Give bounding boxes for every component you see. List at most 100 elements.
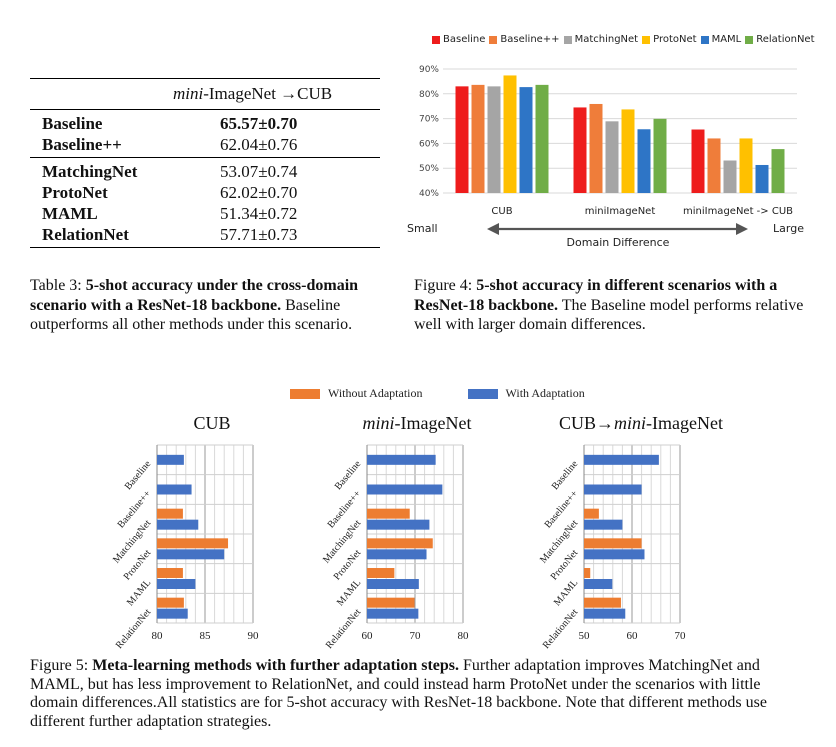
arrow-right-label: Large [773,222,804,235]
figure-5-caption: Figure 5: Meta-learning methods with fur… [30,657,767,730]
legend-item: ProtoNet [642,34,697,45]
table-row: ProtoNet 62.02±0.70 [30,182,380,203]
bar [755,164,769,193]
x-tick-label: 50 [579,630,591,642]
category-label: RelationNet [541,607,581,650]
legend-label: RelationNet [756,34,815,45]
bar-with-adaptation [157,608,188,619]
x-tick-label: miniImageNet [585,206,656,217]
bar [503,75,517,193]
table-3-caption: Table 3: 5-shot accuracy under the cross… [30,277,359,333]
legend-swatch [700,35,709,44]
bar-with-adaptation [367,454,436,465]
y-tick-label: 50% [419,164,439,174]
y-tick-label: 80% [419,90,439,100]
legend-item: Baseline++ [489,34,560,45]
panel-title-cub: CUB [193,413,231,433]
figure-5-charts: BaselineBaseline++MatchingNetProtoNetMAM… [111,444,687,650]
table-row: Baseline++ 62.04±0.76 [30,134,380,155]
figure-4-caption: Figure 4: 5-shot accuracy in different s… [414,277,804,333]
panel-1: BaselineBaseline++MatchingNetProtoNetMAM… [111,444,259,650]
bar-with-adaptation [584,454,659,465]
y-tick-label: 40% [419,189,439,199]
bar [771,149,785,193]
table-3: mini-ImageNet →CUB Baseline 65.57±0.70 B… [30,78,380,248]
bar [519,87,533,193]
legend-label: MAML [711,34,742,45]
table-row: RelationNet 57.71±0.73 [30,224,380,245]
accuracy-value: 62.02±0.70 [220,183,298,202]
table-header: mini-ImageNet →CUB [30,79,380,109]
bar [707,138,721,193]
table-header-rule [30,109,380,110]
figure-4-chart: 40% 50% 60% 70% 80% 90% CUB miniImageNet miniIma… [407,65,804,249]
accuracy-value: 57.71±0.73 [220,225,298,244]
arrow-label: Domain Difference [567,236,670,249]
legend-label: Baseline [443,34,486,45]
bar [653,118,667,193]
legend-with-label: With Adaptation [505,386,585,400]
bar-without-adaptation [584,508,599,519]
bar [487,86,501,193]
accuracy-value: 51.34±0.72 [220,204,298,223]
method-name: Baseline++ [42,135,122,154]
legend-label: Baseline++ [500,34,560,45]
bar-without-adaptation [157,568,183,578]
bar [605,121,619,193]
bar [637,129,651,193]
arrow-left-label: Small [407,222,438,235]
panel-title-cub-to-mini: CUB→mini-ImageNet [559,413,723,433]
bar-without-adaptation [367,538,433,549]
bar-with-adaptation [157,579,196,589]
bar [691,129,705,193]
legend-swatch [489,35,498,44]
table-row: MatchingNet 53.07±0.74 [30,161,380,182]
arrow-right-head [736,223,748,235]
category-label: RelationNet [324,607,364,650]
accuracy-value: 62.04±0.76 [220,135,298,154]
legend-label: ProtoNet [653,34,697,45]
bar-with-adaptation [584,484,642,495]
with-adaptation-swatch [467,389,498,400]
bar-with-adaptation [367,484,443,495]
bar-with-adaptation [367,549,427,560]
legend-item: RelationNet [745,34,815,45]
x-tick-label: CUB [491,206,512,217]
bar-with-adaptation [367,579,419,589]
legend-label: MatchingNet [574,34,639,45]
legend-item: MatchingNet [563,34,639,45]
category-label: RelationNet [114,607,154,650]
x-tick-label: 70 [675,630,687,642]
bar [621,109,635,193]
table-group-rule [30,157,380,158]
accuracy-value: 53.07±0.74 [220,162,298,181]
x-tick-label: 70 [410,630,422,642]
method-name: RelationNet [42,225,129,244]
figure-5-legend: Without Adaptation With Adaptation [290,386,585,401]
bar-without-adaptation [584,597,621,608]
table-row: MAML 51.34±0.72 [30,203,380,224]
bar [723,160,737,193]
bar-with-adaptation [584,579,613,589]
bar-with-adaptation [367,608,419,619]
method-name: MAML [42,204,98,223]
y-tick-label: 60% [419,139,439,149]
x-tick-label: 60 [362,630,374,642]
method-name: Baseline [42,114,103,133]
table-group-2: MatchingNet 53.07±0.74 ProtoNet 62.02±0.… [30,158,380,247]
method-name: ProtoNet [42,183,108,202]
table-row: Baseline 65.57±0.70 [30,113,380,134]
x-tick-label: 80 [152,630,164,642]
bar [573,107,587,193]
table-bottom-rule [30,247,380,248]
bar [535,84,549,193]
panel-2: BaselineBaseline++MatchingNetProtoNetMAM… [321,444,469,650]
table-column-header: mini-ImageNet →CUB [173,84,333,103]
legend-swatch [563,35,572,44]
category-label: Baseline [123,458,154,492]
bar-without-adaptation [157,538,229,549]
arrow-left-head [487,223,499,235]
category-label: Baseline [333,458,364,492]
bar-without-adaptation [584,568,591,578]
bar-without-adaptation [367,597,415,608]
